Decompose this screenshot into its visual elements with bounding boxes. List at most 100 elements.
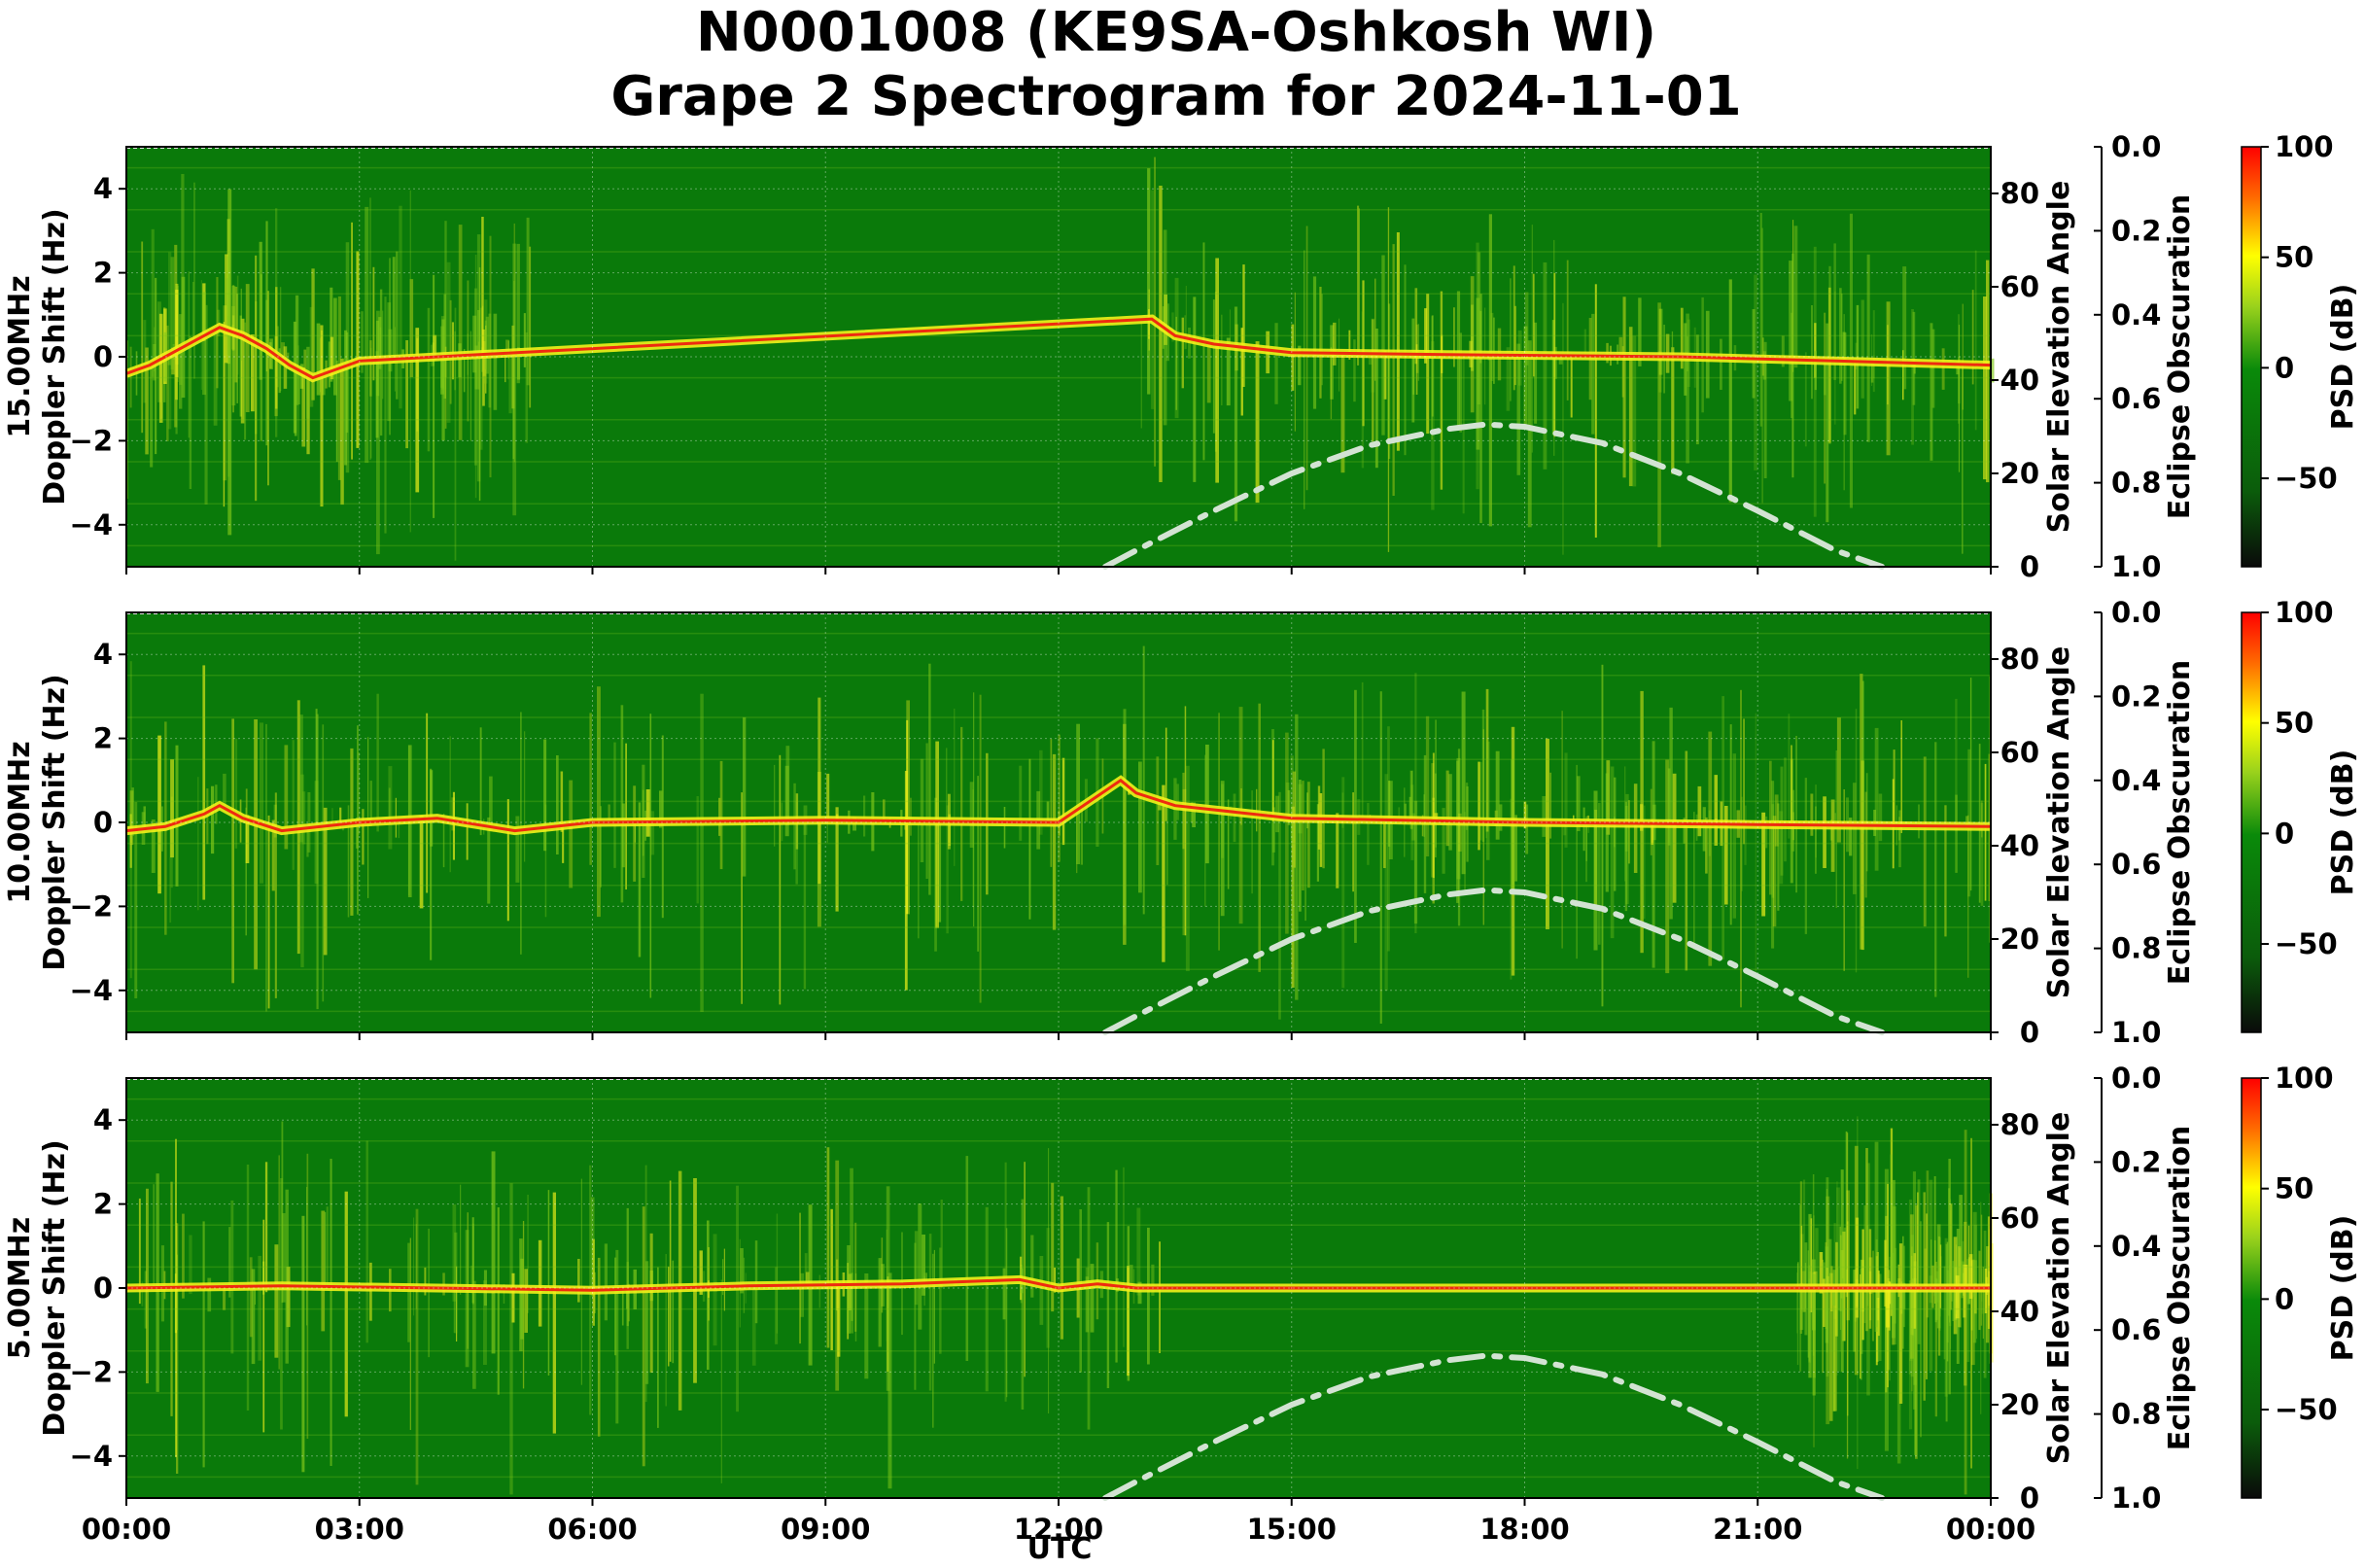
- y2-tick-label: 0: [2020, 550, 2039, 583]
- y2-tick-label: 20: [2000, 1388, 2039, 1421]
- y2-axis-label: Solar Elevation Angle: [2042, 646, 2076, 999]
- y-tick-label: 4: [93, 638, 113, 671]
- y2-tick-label: 40: [2000, 1295, 2039, 1328]
- colorbar-label: PSD (dB): [2326, 1215, 2360, 1362]
- y-tick-label: −2: [70, 424, 113, 457]
- y2-axis-label: Solar Elevation Angle: [2042, 181, 2076, 534]
- y-tick-label: 0: [93, 340, 113, 373]
- y3-tick-label: 0.0: [2111, 130, 2161, 163]
- panel-10-00MHz: 420−2−410.00MHzDoppler Shift (Hz)0204060…: [3, 596, 2360, 1049]
- colorbar-tick-label: 100: [2275, 1062, 2334, 1095]
- y3-axis-label: Eclipse Obscuration: [2163, 660, 2197, 986]
- y-tick-label: −2: [70, 1355, 113, 1388]
- carrier-trace: [125, 1277, 1991, 1292]
- y3-tick-label: 0.6: [2111, 382, 2161, 415]
- colorbar-label: PSD (dB): [2326, 284, 2360, 431]
- y3-tick-label: 0.4: [2111, 764, 2161, 797]
- solar-elevation-curve: [1102, 887, 1886, 1035]
- y3-tick-label: 0.4: [2111, 298, 2161, 331]
- y2-tick-label: 80: [2000, 177, 2039, 210]
- y2-tick-label: 60: [2000, 1202, 2039, 1235]
- y-tick-label: 2: [93, 257, 113, 290]
- y3-tick-label: 0.0: [2111, 1062, 2161, 1095]
- solar-elevation-curve: [1102, 1352, 1886, 1501]
- y2-tick-label: 60: [2000, 270, 2039, 303]
- y2-tick-label: 60: [2000, 736, 2039, 769]
- y3-tick-label: 0.8: [2111, 467, 2161, 500]
- spectrogram-texture: [126, 632, 1992, 1024]
- y3-tick-label: 0.2: [2111, 679, 2161, 713]
- y3-tick-label: 1.0: [2111, 1016, 2161, 1049]
- colorbar-tick-label: 100: [2275, 596, 2334, 629]
- y2-tick-label: 80: [2000, 643, 2039, 676]
- spectrogram-texture: [126, 1098, 1994, 1495]
- y3-axis-label: Eclipse Obscuration: [2163, 1126, 2197, 1451]
- y3-tick-label: 0.6: [2111, 1313, 2161, 1346]
- y3-tick-label: 0.8: [2111, 1398, 2161, 1431]
- y3-tick-label: 0.2: [2111, 1145, 2161, 1178]
- y3-tick-label: 0.4: [2111, 1230, 2161, 1263]
- panel-15-00MHz: 420−2−415.00MHzDoppler Shift (Hz)0204060…: [3, 130, 2360, 583]
- colorbar-tick-label: 0: [2275, 817, 2294, 850]
- y2-tick-label: 80: [2000, 1108, 2039, 1141]
- panel-5-00MHz: 420−2−45.00MHzDoppler Shift (Hz)02040608…: [3, 1062, 2360, 1546]
- x-axis-label: UTC: [1027, 1532, 1093, 1566]
- x-tick-label: 12:00: [1014, 1513, 1103, 1546]
- x-tick-label: 06:00: [547, 1513, 637, 1546]
- y2-tick-label: 0: [2020, 1481, 2039, 1515]
- colorbar-tick-label: 100: [2275, 130, 2334, 163]
- spectrogram-panels: 420−2−415.00MHzDoppler Shift (Hz)0204060…: [3, 130, 2360, 1546]
- y3-axis-label: Eclipse Obscuration: [2163, 194, 2197, 520]
- x-tick-label: 21:00: [1713, 1513, 1802, 1546]
- y2-tick-label: 0: [2020, 1016, 2039, 1049]
- figure-title-line1: N0001008 (KE9SA-Oshkosh WI): [696, 1, 1656, 64]
- y2-tick-label: 40: [2000, 364, 2039, 397]
- y3-tick-label: 0.6: [2111, 848, 2161, 881]
- y-tick-label: −4: [70, 974, 113, 1007]
- y-tick-label: −4: [70, 508, 113, 541]
- y3-tick-label: 1.0: [2111, 1481, 2161, 1515]
- y-tick-label: 2: [93, 1188, 113, 1221]
- carrier-trace: [125, 317, 1992, 380]
- x-tick-label: 18:00: [1479, 1513, 1569, 1546]
- colorbar-tick-label: −50: [2275, 462, 2338, 495]
- colorbar: [2241, 611, 2262, 1033]
- y2-axis-label: Solar Elevation Angle: [2042, 1112, 2076, 1465]
- solar-elevation-curve: [1102, 421, 1886, 570]
- figure-title-line2: Grape 2 Spectrogram for 2024-11-01: [610, 65, 1741, 128]
- colorbar-tick-label: −50: [2275, 1393, 2338, 1426]
- y3-tick-label: 0.2: [2111, 214, 2161, 247]
- x-tick-label: 09:00: [781, 1513, 870, 1546]
- y-tick-label: −2: [70, 889, 113, 923]
- x-tick-label: 00:00: [82, 1513, 171, 1546]
- x-tick-label: 00:00: [1946, 1513, 2035, 1546]
- colorbar: [2241, 1077, 2262, 1499]
- colorbar-label: PSD (dB): [2326, 749, 2360, 896]
- y2-tick-label: 20: [2000, 923, 2039, 956]
- carrier-trace: [125, 778, 1992, 833]
- y3-tick-label: 0.0: [2111, 596, 2161, 629]
- y3-tick-label: 1.0: [2111, 550, 2161, 583]
- y-axis-label: 10.00MHzDoppler Shift (Hz): [3, 674, 72, 970]
- y-tick-label: 4: [93, 172, 113, 205]
- y-axis-label: 5.00MHzDoppler Shift (Hz): [3, 1139, 72, 1436]
- colorbar-tick-label: 50: [2275, 241, 2313, 274]
- y2-tick-label: 40: [2000, 829, 2039, 862]
- colorbar-tick-label: 50: [2275, 1172, 2313, 1205]
- y2-tick-label: 20: [2000, 457, 2039, 490]
- colorbar-tick-label: −50: [2275, 927, 2338, 960]
- y-axis-label: 15.00MHzDoppler Shift (Hz): [3, 208, 72, 505]
- y-tick-label: 0: [93, 1272, 113, 1305]
- y-tick-label: 0: [93, 806, 113, 839]
- x-tick-label: 03:00: [315, 1513, 404, 1546]
- colorbar-tick-label: 0: [2275, 351, 2294, 384]
- colorbar-tick-label: 0: [2275, 1282, 2294, 1315]
- y3-tick-label: 0.8: [2111, 932, 2161, 965]
- y-tick-label: −4: [70, 1440, 113, 1473]
- x-tick-label: 15:00: [1247, 1513, 1337, 1546]
- y-tick-label: 4: [93, 1103, 113, 1136]
- colorbar: [2241, 146, 2262, 568]
- y-tick-label: 2: [93, 722, 113, 755]
- colorbar-tick-label: 50: [2275, 707, 2313, 740]
